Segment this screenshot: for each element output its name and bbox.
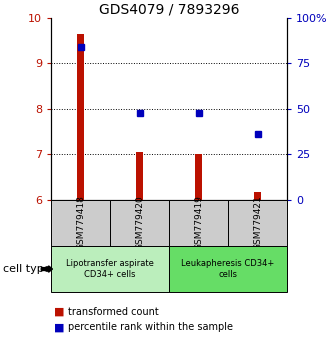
Text: percentile rank within the sample: percentile rank within the sample (68, 322, 233, 332)
Text: Lipotransfer aspirate
CD34+ cells: Lipotransfer aspirate CD34+ cells (66, 259, 154, 279)
Bar (136, 152, 143, 200)
Bar (77, 34, 84, 200)
Text: GSM779420: GSM779420 (135, 196, 144, 250)
Text: transformed count: transformed count (68, 307, 159, 316)
Bar (254, 192, 261, 200)
Text: GSM779421: GSM779421 (253, 196, 262, 250)
Text: GSM779419: GSM779419 (194, 195, 203, 251)
Bar (228, 200, 287, 246)
Text: ■: ■ (54, 307, 65, 316)
Bar (169, 200, 228, 246)
Text: GSM779418: GSM779418 (76, 195, 85, 251)
Bar (51, 246, 169, 292)
Bar (169, 246, 287, 292)
Text: Leukapheresis CD34+
cells: Leukapheresis CD34+ cells (182, 259, 275, 279)
Text: ■: ■ (54, 322, 65, 332)
Bar (51, 200, 110, 246)
Bar (195, 154, 202, 200)
Text: cell type: cell type (3, 264, 51, 274)
Bar (110, 200, 169, 246)
Title: GDS4079 / 7893296: GDS4079 / 7893296 (99, 2, 239, 17)
